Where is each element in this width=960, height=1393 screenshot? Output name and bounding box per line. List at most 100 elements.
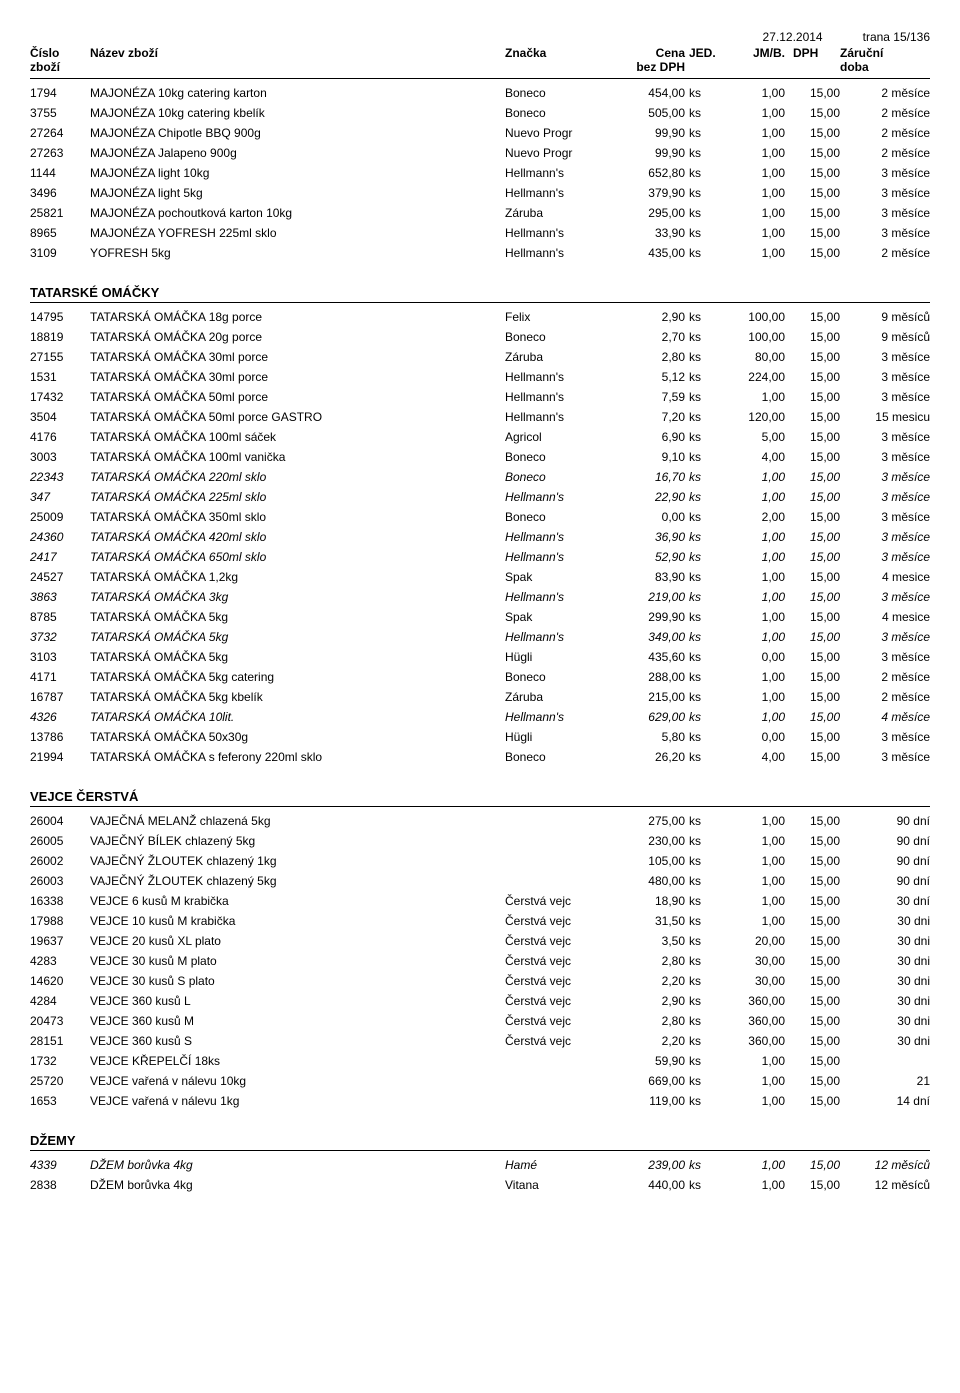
cell-jmb: 30,00 (715, 971, 785, 991)
cell-price: 7,59 (615, 387, 685, 407)
cell-brand: Spak (505, 607, 615, 627)
cell-dph: 15,00 (785, 991, 840, 1011)
cell-price: 275,00 (615, 811, 685, 831)
hdr-brand: Značka (505, 46, 615, 60)
cell-price: 239,00 (615, 1155, 685, 1175)
cell-unit: ks (685, 627, 715, 647)
cell-name: TATARSKÁ OMÁČKA 30ml porce (90, 367, 505, 387)
cell-unit: ks (685, 727, 715, 747)
table-row: 4171TATARSKÁ OMÁČKA 5kg cateringBoneco28… (30, 667, 930, 687)
table-row: 18819TATARSKÁ OMÁČKA 20g porceBoneco2,70… (30, 327, 930, 347)
cell-dph: 15,00 (785, 223, 840, 243)
cell-brand (505, 811, 615, 831)
cell-war: 2 měsíce (840, 687, 930, 707)
cell-unit: ks (685, 367, 715, 387)
cell-war: 15 mesicu (840, 407, 930, 427)
cell-dph: 15,00 (785, 1155, 840, 1175)
table-row: 4176TATARSKÁ OMÁČKA 100ml sáčekAgricol6,… (30, 427, 930, 447)
table-row: 22343TATARSKÁ OMÁČKA 220ml skloBoneco16,… (30, 467, 930, 487)
cell-dph: 15,00 (785, 911, 840, 931)
cell-unit: ks (685, 507, 715, 527)
cell-dph: 15,00 (785, 487, 840, 507)
cell-id: 4284 (30, 991, 90, 1011)
cell-war: 9 měsíců (840, 307, 930, 327)
cell-war: 30 dni (840, 931, 930, 951)
table-row: 26002VAJEČNÝ ŽLOUTEK chlazený 1kg105,00k… (30, 851, 930, 871)
cell-war: 30 dni (840, 1011, 930, 1031)
cell-name: VEJCE 10 kusů M krabička (90, 911, 505, 931)
cell-unit: ks (685, 871, 715, 891)
cell-war: 30 dni (840, 951, 930, 971)
cell-jmb: 2,00 (715, 507, 785, 527)
table-row: 24360TATARSKÁ OMÁČKA 420ml skloHellmann'… (30, 527, 930, 547)
cell-brand: Agricol (505, 427, 615, 447)
cell-name: TATARSKÁ OMÁČKA 5kg (90, 647, 505, 667)
cell-jmb: 1,00 (715, 871, 785, 891)
cell-id: 19637 (30, 931, 90, 951)
cell-price: 59,90 (615, 1051, 685, 1071)
cell-brand: Hellmann's (505, 183, 615, 203)
cell-dph: 15,00 (785, 687, 840, 707)
section-title: DŽEMY (30, 1133, 930, 1148)
cell-name: TATARSKÁ OMÁČKA 420ml sklo (90, 527, 505, 547)
cell-name: TATARSKÁ OMÁČKA 5kg (90, 627, 505, 647)
cell-id: 8965 (30, 223, 90, 243)
table-row: 16338VEJCE 6 kusů M krabičkaČerstvá vejc… (30, 891, 930, 911)
table-row: 19637VEJCE 20 kusů XL platoČerstvá vejc3… (30, 931, 930, 951)
hdr-jmb: JM/B. (715, 46, 785, 60)
table-row: 25821MAJONÉZA pochoutková karton 10kgZár… (30, 203, 930, 223)
cell-jmb: 1,00 (715, 1071, 785, 1091)
cell-jmb: 1,00 (715, 831, 785, 851)
cell-price: 379,90 (615, 183, 685, 203)
table-row: 8785TATARSKÁ OMÁČKA 5kgSpak299,90ks1,001… (30, 607, 930, 627)
cell-id: 28151 (30, 1031, 90, 1051)
cell-id: 16787 (30, 687, 90, 707)
cell-war: 30 dni (840, 911, 930, 931)
cell-id: 25009 (30, 507, 90, 527)
cell-price: 299,90 (615, 607, 685, 627)
cell-id: 3003 (30, 447, 90, 467)
cell-jmb: 1,00 (715, 547, 785, 567)
cell-war: 30 dní (840, 891, 930, 911)
cell-id: 347 (30, 487, 90, 507)
cell-brand: Záruba (505, 687, 615, 707)
table-row: 3863TATARSKÁ OMÁČKA 3kgHellmann's219,00k… (30, 587, 930, 607)
cell-brand: Čerstvá vejc (505, 971, 615, 991)
cell-jmb: 1,00 (715, 203, 785, 223)
cell-jmb: 360,00 (715, 1011, 785, 1031)
cell-dph: 15,00 (785, 811, 840, 831)
cell-id: 3109 (30, 243, 90, 263)
cell-id: 1653 (30, 1091, 90, 1111)
cell-unit: ks (685, 103, 715, 123)
cell-jmb: 1,00 (715, 103, 785, 123)
cell-unit: ks (685, 243, 715, 263)
cell-jmb: 1,00 (715, 183, 785, 203)
cell-brand: Čerstvá vejc (505, 891, 615, 911)
cell-unit: ks (685, 467, 715, 487)
cell-brand: Hellmann's (505, 407, 615, 427)
table-row: 16787TATARSKÁ OMÁČKA 5kg kbelíkZáruba215… (30, 687, 930, 707)
cell-jmb: 1,00 (715, 851, 785, 871)
table-row: 347TATARSKÁ OMÁČKA 225ml skloHellmann's2… (30, 487, 930, 507)
cell-dph: 15,00 (785, 831, 840, 851)
cell-name: TATARSKÁ OMÁČKA 5kg kbelík (90, 687, 505, 707)
cell-name: MAJONÉZA 10kg catering karton (90, 83, 505, 103)
cell-price: 83,90 (615, 567, 685, 587)
cell-brand: Čerstvá vejc (505, 1011, 615, 1031)
cell-jmb: 1,00 (715, 387, 785, 407)
cell-unit: ks (685, 143, 715, 163)
cell-price: 0,00 (615, 507, 685, 527)
cell-price: 230,00 (615, 831, 685, 851)
cell-id: 3504 (30, 407, 90, 427)
cell-jmb: 4,00 (715, 447, 785, 467)
cell-id: 17988 (30, 911, 90, 931)
cell-price: 3,50 (615, 931, 685, 951)
cell-war: 2 měsíce (840, 667, 930, 687)
cell-brand: Boneco (505, 103, 615, 123)
cell-dph: 15,00 (785, 1031, 840, 1051)
cell-unit: ks (685, 547, 715, 567)
table-header: Číslo zboží Název zboží Značka Cena bez … (30, 46, 930, 79)
cell-jmb: 100,00 (715, 307, 785, 327)
cell-id: 26002 (30, 851, 90, 871)
cell-war: 3 měsíce (840, 547, 930, 567)
